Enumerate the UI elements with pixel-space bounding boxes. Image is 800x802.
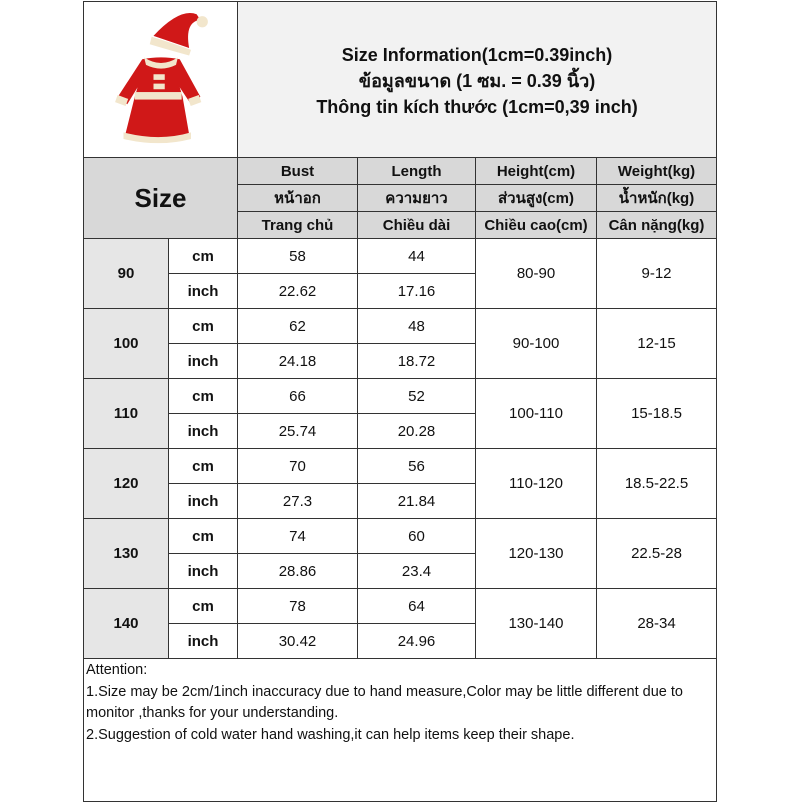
table-row: 130 cm 74 60 120-130 22.5-28 [83,518,718,589]
attention-line: 2.Suggestion of cold water hand washing,… [86,726,575,743]
table-row: inch 22.62 17.16 [84,273,717,309]
size-value: 130 [83,518,169,589]
weight-range: 18.5-22.5 [595,448,718,519]
product-image-cell [83,1,238,158]
col-bust-th: หน้าอก [237,184,358,212]
santa-dress-image [114,12,208,143]
table-row: inch 25.74 20.28 [84,413,717,449]
length-inch: 24.96 [357,623,476,659]
bust-inch: 24.18 [237,343,358,379]
title-vietnamese: Thông tin kích thước (1cm=0,39 inch) [316,97,638,117]
col-length-th: ความยาว [357,184,476,212]
weight-range: 9-12 [595,238,718,309]
length-inch: 20.28 [357,413,476,449]
bust-inch: 22.62 [237,273,358,309]
table-row: 120 cm 70 56 110-120 18.5-22.5 [83,448,718,519]
height-range: 110-120 [475,448,597,519]
length-cm: 56 [357,448,476,484]
bust-inch: 30.42 [237,623,358,659]
size-info-title: Size Information(1cm=0.39inch) ข้อมูลขนา… [236,1,718,158]
size-value: 110 [83,378,169,449]
col-weight-th: น้ำหนัก(kg) [595,184,718,212]
bust-cm: 70 [237,448,358,484]
length-cm: 64 [357,588,476,624]
size-chart-table: Size Information(1cm=0.39inch) ข้อมูลขนา… [82,1,718,802]
length-cm: 52 [357,378,476,414]
length-cm: 60 [357,518,476,554]
unit-inch: inch [168,623,238,659]
table-row: inch 24.18 18.72 [84,343,717,379]
height-range: 120-130 [475,518,597,589]
height-range: 90-100 [475,308,597,379]
size-value: 90 [83,238,169,309]
size-header: Size [83,157,238,239]
col-bust-vi: Trang chủ [237,211,358,239]
bust-cm: 66 [237,378,358,414]
col-height-th: ส่วนสูง(cm) [475,184,597,212]
unit-inch: inch [168,553,238,589]
table-row: 90 cm 58 44 80-90 9-12 [83,238,718,309]
height-range: 130-140 [475,588,597,659]
col-height-en: Height(cm) [475,157,597,185]
length-inch: 21.84 [357,483,476,519]
weight-range: 22.5-28 [595,518,718,589]
attention-line: Attention: [86,662,148,678]
unit-inch: inch [168,273,238,309]
unit-cm: cm [168,588,238,624]
unit-inch: inch [168,413,238,449]
size-value: 120 [83,448,169,519]
bust-inch: 25.74 [237,413,358,449]
bust-cm: 58 [237,238,358,274]
col-height-vi: Chiều cao(cm) [475,211,597,239]
unit-cm: cm [168,378,238,414]
col-weight-vi: Cân nặng(kg) [595,211,718,239]
col-length-vi: Chiều dài [357,211,476,239]
length-cm: 44 [357,238,476,274]
weight-range: 28-34 [595,588,718,659]
bust-cm: 78 [237,588,358,624]
table-row: 100 cm 62 48 90-100 12-15 [83,308,718,379]
title-english: Size Information(1cm=0.39inch) [341,45,613,65]
col-bust-en: Bust [237,157,358,185]
weight-range: 12-15 [595,308,718,379]
bust-inch: 27.3 [237,483,358,519]
length-cm: 48 [357,308,476,344]
title-thai: ข้อมูลขนาด (1 ซม. = 0.39 นิ้ว) [358,71,596,91]
height-range: 80-90 [475,238,597,309]
table-row: 110 cm 66 52 100-110 15-18.5 [83,378,718,449]
size-value: 100 [83,308,169,379]
unit-inch: inch [168,343,238,379]
attention-notes: Attention: 1.Size may be 2cm/1inch inaccu… [82,658,718,802]
height-range: 100-110 [475,378,597,449]
bust-inch: 28.86 [237,553,358,589]
length-inch: 23.4 [357,553,476,589]
col-length-en: Length [357,157,476,185]
unit-inch: inch [168,483,238,519]
unit-cm: cm [168,448,238,484]
unit-cm: cm [168,308,238,344]
bust-cm: 62 [237,308,358,344]
unit-cm: cm [168,518,238,554]
table-row: inch 30.42 24.96 [84,623,717,659]
table-row: 140 cm 78 64 130-140 28-34 [83,588,718,659]
table-row: inch 28.86 23.4 [84,553,717,589]
attention-line: 1.Size may be 2cm/1inch inaccuracy due t… [86,683,683,722]
col-weight-en: Weight(kg) [595,157,718,185]
weight-range: 15-18.5 [595,378,718,449]
length-inch: 17.16 [357,273,476,309]
unit-cm: cm [168,238,238,274]
length-inch: 18.72 [357,343,476,379]
bust-cm: 74 [237,518,358,554]
size-value: 140 [83,588,169,659]
